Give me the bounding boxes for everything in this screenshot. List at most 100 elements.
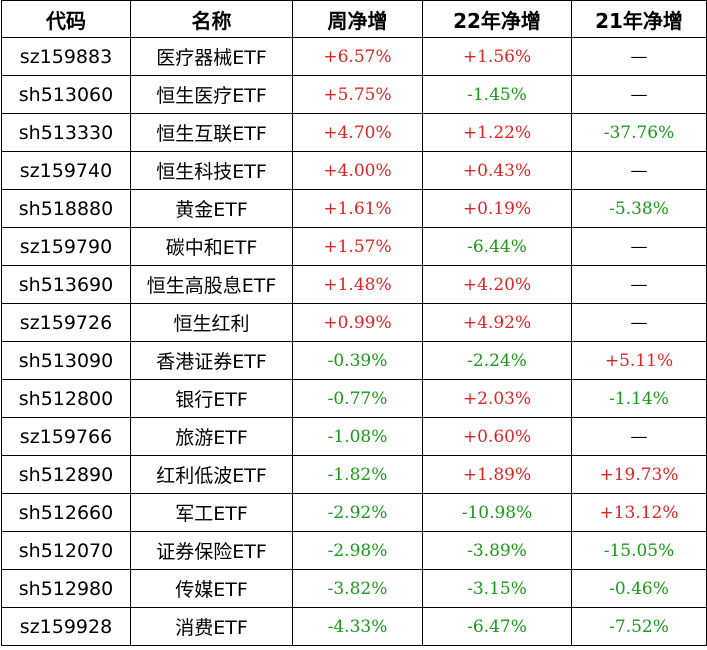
fund-name-cell: 碳中和ETF — [130, 227, 293, 266]
weekly-net-increase-cell: -2.92% — [292, 493, 423, 532]
fund-code-cell: sz159740 — [1, 151, 131, 190]
table-row: sh512890 红利低波ETF -1.82% +1.89% +19.73% — [1, 455, 707, 494]
fund-name-cell: 恒生科技ETF — [130, 151, 293, 190]
fund-code-cell: sh518880 — [1, 189, 131, 228]
table-row: sz159766 旅游ETF -1.08% +0.60% — — [1, 417, 707, 456]
weekly-net-increase-cell: -0.39% — [292, 341, 423, 380]
fund-name-cell: 恒生互联ETF — [130, 113, 293, 152]
weekly-net-increase-cell: +6.57% — [292, 37, 423, 76]
table-row: sz159740 恒生科技ETF +4.00% +0.43% — — [1, 151, 707, 190]
net-increase-2022-cell: -6.47% — [422, 607, 572, 646]
table-row: sz159883 医疗器械ETF +6.57% +1.56% — — [1, 37, 707, 76]
fund-code-cell: sz159726 — [1, 303, 131, 342]
fund-name-cell: 传媒ETF — [130, 569, 293, 608]
table-row: sh518880 黄金ETF +1.61% +0.19% -5.38% — [1, 189, 707, 228]
fund-name-cell: 恒生高股息ETF — [130, 265, 293, 304]
fund-name-cell: 黄金ETF — [130, 189, 293, 228]
net-increase-2022-cell: +1.22% — [422, 113, 572, 152]
net-increase-2021-cell: — — [571, 417, 707, 456]
net-increase-2021-cell: -0.46% — [571, 569, 707, 608]
fund-code-cell: sh513330 — [1, 113, 131, 152]
table-body: sz159883 医疗器械ETF +6.57% +1.56% — sh513060 恒生医疗… — [1, 37, 707, 646]
fund-name-cell: 消费ETF — [130, 607, 293, 646]
table-row: sz159790 碳中和ETF +1.57% -6.44% — — [1, 227, 707, 266]
fund-name-cell: 旅游ETF — [130, 417, 293, 456]
table-row: sz159928 消费ETF -4.33% -6.47% -7.52% — [1, 607, 707, 646]
weekly-net-increase-cell: +0.99% — [292, 303, 423, 342]
weekly-net-increase-cell: +1.61% — [292, 189, 423, 228]
net-increase-2022-cell: +1.89% — [422, 455, 572, 494]
weekly-net-increase-cell: -1.82% — [292, 455, 423, 494]
net-increase-2022-cell: +0.43% — [422, 151, 572, 190]
table-row: sh512980 传媒ETF -3.82% -3.15% -0.46% — [1, 569, 707, 608]
fund-code-cell: sh512800 — [1, 379, 131, 418]
net-increase-2021-cell: — — [571, 265, 707, 304]
fund-name-cell: 军工ETF — [130, 493, 293, 532]
net-increase-2021-cell: +19.73% — [571, 455, 707, 494]
fund-code-cell: sh512070 — [1, 531, 131, 570]
net-increase-2021-cell: -5.38% — [571, 189, 707, 228]
table-row: sh513690 恒生高股息ETF +1.48% +4.20% — — [1, 265, 707, 304]
net-increase-2021-cell: -7.52% — [571, 607, 707, 646]
table-row: sh512660 军工ETF -2.92% -10.98% +13.12% — [1, 493, 707, 532]
net-increase-2021-cell: — — [571, 151, 707, 190]
net-increase-2022-cell: -3.15% — [422, 569, 572, 608]
weekly-net-increase-cell: -2.98% — [292, 531, 423, 570]
fund-name-cell: 红利低波ETF — [130, 455, 293, 494]
fund-name-cell: 医疗器械ETF — [130, 37, 293, 76]
net-increase-2022-cell: +1.56% — [422, 37, 572, 76]
net-increase-2022-cell: +0.19% — [422, 189, 572, 228]
net-increase-2021-cell: — — [571, 37, 707, 76]
fund-name-cell: 香港证券ETF — [130, 341, 293, 380]
table-row: sh512070 证券保险ETF -2.98% -3.89% -15.05% — [1, 531, 707, 570]
header-2021-net-increase: 21年净增 — [571, 0, 707, 38]
weekly-net-increase-cell: +1.48% — [292, 265, 423, 304]
net-increase-2022-cell: +4.92% — [422, 303, 572, 342]
table-row: sh512800 银行ETF -0.77% +2.03% -1.14% — [1, 379, 707, 418]
weekly-net-increase-cell: +4.00% — [292, 151, 423, 190]
header-weekly-net-increase: 周净增 — [292, 0, 423, 38]
net-increase-2021-cell: -1.14% — [571, 379, 707, 418]
weekly-net-increase-cell: +1.57% — [292, 227, 423, 266]
fund-code-cell: sh513090 — [1, 341, 131, 380]
net-increase-2022-cell: -6.44% — [422, 227, 572, 266]
net-increase-2021-cell: — — [571, 303, 707, 342]
fund-code-cell: sh512660 — [1, 493, 131, 532]
fund-code-cell: sh512980 — [1, 569, 131, 608]
weekly-net-increase-cell: -0.77% — [292, 379, 423, 418]
net-increase-2022-cell: +2.03% — [422, 379, 572, 418]
fund-name-cell: 恒生红利 — [130, 303, 293, 342]
weekly-net-increase-cell: +5.75% — [292, 75, 423, 114]
table-row: sz159726 恒生红利 +0.99% +4.92% — — [1, 303, 707, 342]
fund-name-cell: 恒生医疗ETF — [130, 75, 293, 114]
table-row: sh513060 恒生医疗ETF +5.75% -1.45% — — [1, 75, 707, 114]
fund-name-cell: 证券保险ETF — [130, 531, 293, 570]
net-increase-2022-cell: -1.45% — [422, 75, 572, 114]
weekly-net-increase-cell: -4.33% — [292, 607, 423, 646]
fund-code-cell: sh512890 — [1, 455, 131, 494]
fund-code-cell: sh513690 — [1, 265, 131, 304]
net-increase-2021-cell: +13.12% — [571, 493, 707, 532]
net-increase-2021-cell: — — [571, 227, 707, 266]
header-row: 代码 名称 周净增 22年净增 21年净增 — [1, 0, 707, 38]
weekly-net-increase-cell: +4.70% — [292, 113, 423, 152]
net-increase-2022-cell: -10.98% — [422, 493, 572, 532]
net-increase-2021-cell: -15.05% — [571, 531, 707, 570]
net-increase-2022-cell: -3.89% — [422, 531, 572, 570]
table-row: sh513090 香港证券ETF -0.39% -2.24% +5.11% — [1, 341, 707, 380]
net-increase-2022-cell: +0.60% — [422, 417, 572, 456]
net-increase-2021-cell: -37.76% — [571, 113, 707, 152]
fund-code-cell: sz159883 — [1, 37, 131, 76]
fund-code-cell: sz159790 — [1, 227, 131, 266]
header-code: 代码 — [1, 0, 131, 38]
net-increase-2021-cell: — — [571, 75, 707, 114]
net-increase-2021-cell: +5.11% — [571, 341, 707, 380]
fund-code-cell: sz159766 — [1, 417, 131, 456]
fund-name-cell: 银行ETF — [130, 379, 293, 418]
weekly-net-increase-cell: -1.08% — [292, 417, 423, 456]
fund-code-cell: sh513060 — [1, 75, 131, 114]
net-increase-2022-cell: +4.20% — [422, 265, 572, 304]
weekly-net-increase-cell: -3.82% — [292, 569, 423, 608]
header-name: 名称 — [130, 0, 293, 38]
